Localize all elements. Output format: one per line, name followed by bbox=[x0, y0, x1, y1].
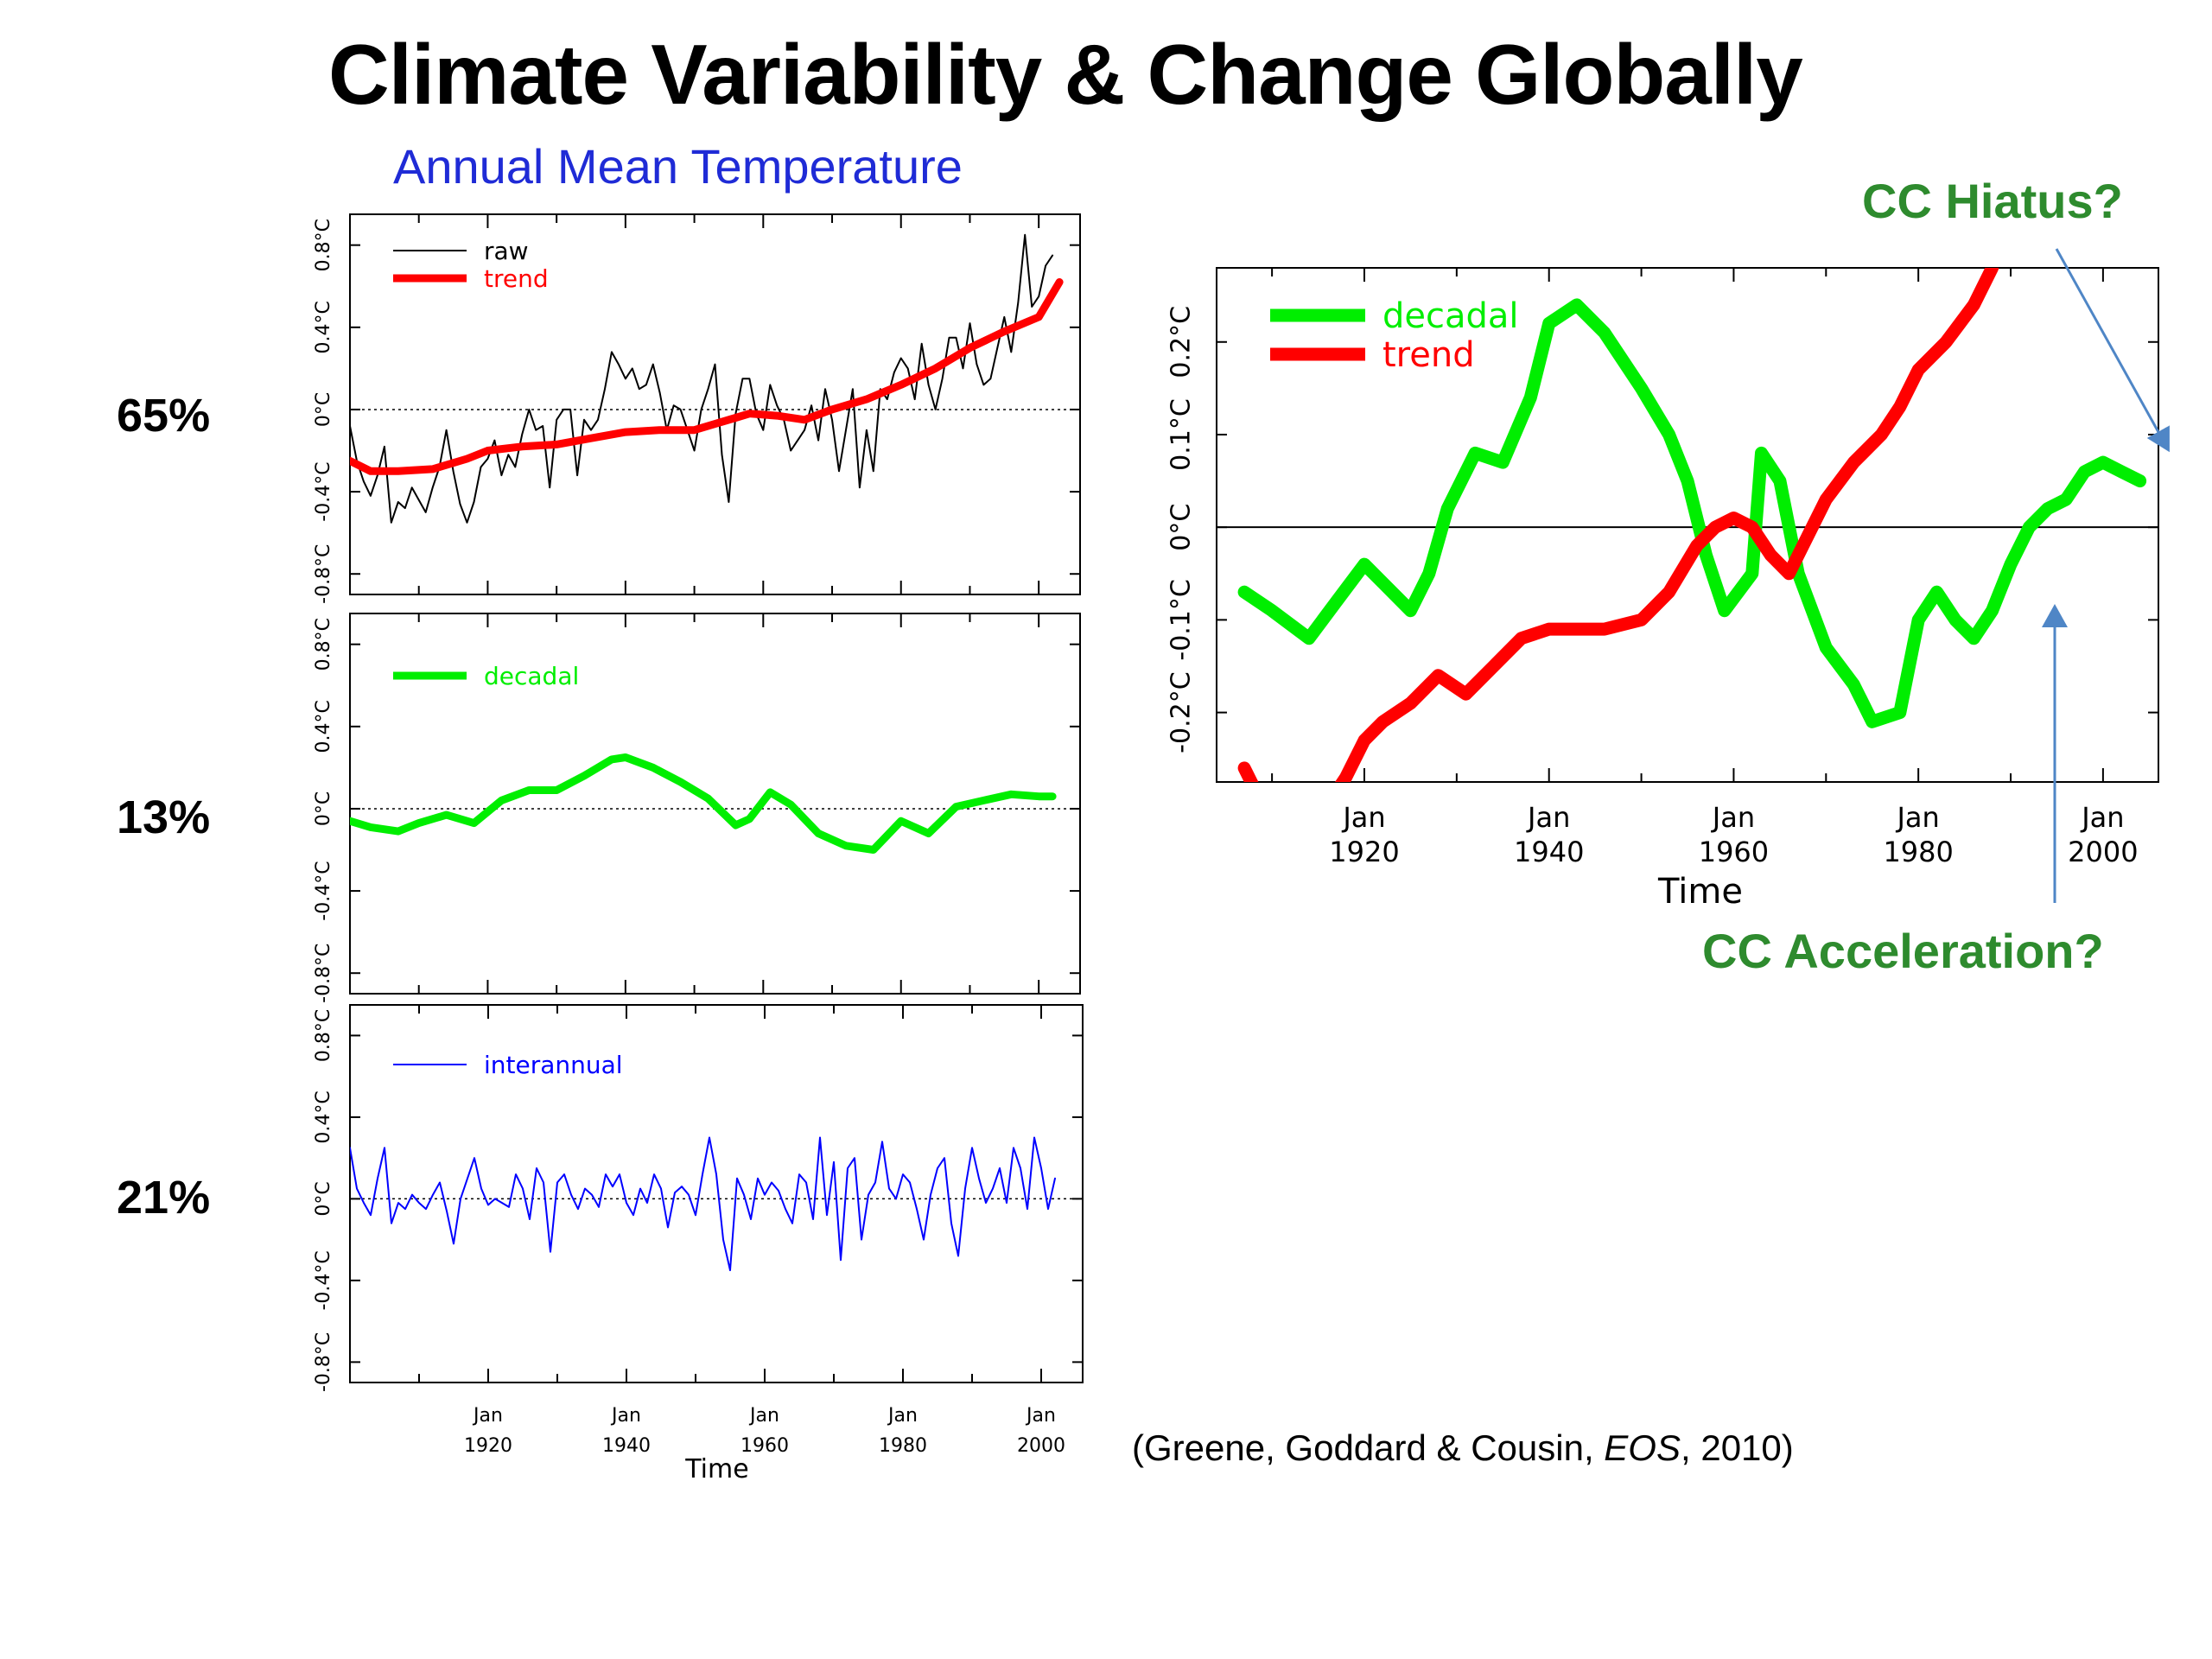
legend-label-interannual: interannual bbox=[484, 1051, 623, 1079]
x-tick-label: Jan bbox=[2080, 801, 2124, 834]
x-tick-label: 2000 bbox=[1017, 1435, 1065, 1457]
series-line-decadal bbox=[1237, 298, 2147, 728]
y-tick-label: -0.4°C bbox=[313, 1250, 334, 1310]
series-line-trend bbox=[1237, 268, 1999, 782]
x-tick-label: 1960 bbox=[1699, 836, 1769, 868]
x-tick-label: 1940 bbox=[1514, 836, 1584, 868]
annotation-acceleration: CC Acceleration? bbox=[1702, 924, 2104, 978]
x-tick-label: 1980 bbox=[879, 1435, 927, 1457]
hiatus-arrow bbox=[2055, 248, 2170, 453]
citation-year: , 2010) bbox=[1681, 1427, 1794, 1468]
x-tick-label: Jan bbox=[1895, 801, 1939, 834]
x-tick-label: Jan bbox=[1526, 801, 1570, 834]
y-tick-label: -0.2°C bbox=[1166, 671, 1197, 753]
series-line-raw bbox=[350, 233, 1054, 524]
y-tick-label: 0.4°C bbox=[313, 700, 334, 753]
plot-frame bbox=[349, 1004, 1084, 1383]
citation: (Greene, Goddard & Cousin, EOS, 2010) bbox=[1132, 1427, 1794, 1469]
chart-panel-bottom-left: -0.8°C -0.4°C 0°C 0.4°C 0.8°C Jan 1920 Jan 1940 J… bbox=[313, 1004, 1084, 1484]
plot-frame bbox=[1216, 267, 2159, 783]
y-tick-label: 0.8°C bbox=[313, 618, 334, 671]
x-tick-label: 1960 bbox=[741, 1435, 789, 1457]
x-tick-label: 1940 bbox=[602, 1435, 651, 1457]
page-title: Climate Variability & Change Globally bbox=[328, 27, 1803, 122]
citation-authors: (Greene, Goddard & Cousin, bbox=[1132, 1427, 1605, 1468]
x-tick-label: Jan bbox=[887, 1405, 918, 1427]
y-tick-label: 0°C bbox=[313, 791, 334, 826]
variance-label-decadal: 13% bbox=[117, 791, 211, 843]
plot-frame bbox=[349, 613, 1081, 995]
x-tick-label: Jan bbox=[472, 1405, 503, 1427]
variance-label-interannual: 21% bbox=[117, 1172, 211, 1224]
x-tick-label: 1980 bbox=[1883, 836, 1953, 868]
x-tick-label: Jan bbox=[610, 1405, 641, 1427]
y-tick-label: -0.8°C bbox=[313, 944, 334, 1003]
plot-frame bbox=[349, 213, 1081, 595]
series-line-decadal bbox=[350, 753, 1057, 854]
y-tick-label: -0.4°C bbox=[313, 461, 334, 521]
x-tick-label: 2000 bbox=[2068, 836, 2138, 868]
y-tick-label: -0.8°C bbox=[313, 544, 334, 604]
chart-panel-right: -0.2°C-0.1°C0°C0.1°C0.2°CJan1920Jan1940J… bbox=[1166, 267, 2159, 912]
legend-label-raw: raw bbox=[484, 237, 529, 265]
x-tick-label: 1920 bbox=[1329, 836, 1399, 868]
legend-label-decadal: decadal bbox=[484, 662, 579, 690]
x-tick-label: Jan bbox=[1341, 801, 1385, 834]
y-tick-label: 0°C bbox=[1166, 504, 1197, 551]
x-axis-title: Time bbox=[1657, 872, 1743, 912]
citation-journal: EOS bbox=[1604, 1427, 1681, 1468]
variance-label-trend: 65% bbox=[117, 390, 211, 442]
y-tick-label: 0°C bbox=[313, 1181, 334, 1216]
series-line-interannual bbox=[350, 1136, 1056, 1272]
x-tick-label: 1920 bbox=[464, 1435, 512, 1457]
legend-label-decadal: decadal bbox=[1382, 296, 1519, 336]
x-tick-label: Jan bbox=[748, 1405, 779, 1427]
legend-label-trend: trend bbox=[484, 264, 549, 293]
annotation-hiatus: CC Hiatus? bbox=[1862, 174, 2123, 228]
y-tick-label: -0.8°C bbox=[313, 1332, 334, 1392]
chart-subtitle: Annual Mean Temperature bbox=[393, 139, 963, 194]
y-tick-label: 0.1°C bbox=[1166, 398, 1197, 471]
y-tick-label: -0.4°C bbox=[313, 861, 334, 920]
y-tick-label: 0°C bbox=[313, 392, 334, 427]
y-tick-label: 0.4°C bbox=[313, 1090, 334, 1143]
chart-panel-middle-left: -0.8°C -0.4°C 0°C 0.4°C 0.8°C decadal bbox=[313, 613, 1081, 1003]
x-axis-title: Time bbox=[684, 1454, 748, 1484]
x-tick-label: Jan bbox=[1025, 1405, 1056, 1427]
legend-label-trend: trend bbox=[1382, 335, 1475, 375]
y-tick-label: 0.4°C bbox=[313, 301, 334, 353]
y-tick-label: -0.1°C bbox=[1166, 579, 1197, 660]
x-tick-label: Jan bbox=[1711, 801, 1755, 834]
y-tick-label: 0.8°C bbox=[313, 1009, 334, 1062]
y-tick-label: 0.2°C bbox=[1166, 306, 1197, 378]
y-tick-label: 0.8°C bbox=[313, 219, 334, 271]
series-line-trend bbox=[350, 278, 1064, 475]
